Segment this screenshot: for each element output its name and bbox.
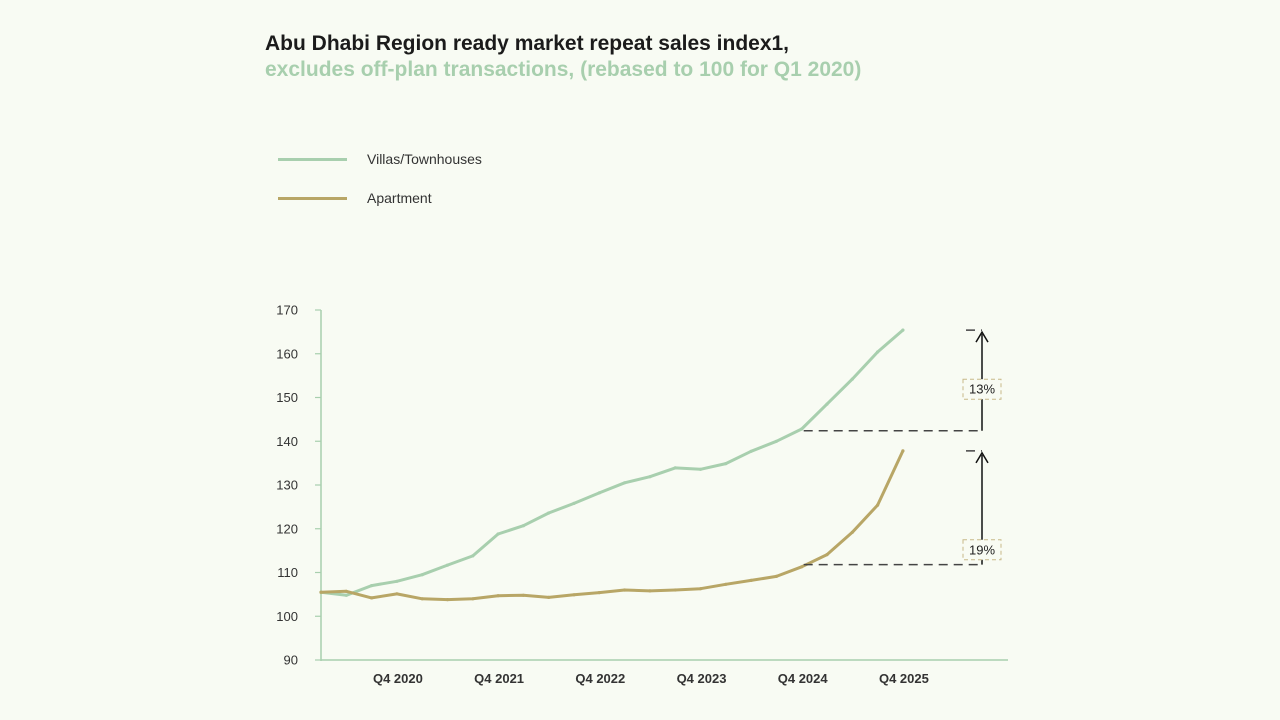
apartment-point-4 [420,597,424,601]
villas-point-3 [395,579,399,583]
y-tick-label-100: 100 [276,609,298,624]
villas-point-13 [648,475,652,479]
villas-point-12 [623,481,627,485]
apartment-point-12 [623,588,627,592]
x-tick-label-q4-2022: Q4 2022 [575,671,625,686]
apartment-point-13 [648,589,652,593]
apartment-point-0 [319,590,323,594]
apartment-growth-label: 19% [969,542,995,557]
apartment-point-19 [800,565,804,569]
apartment-point-5 [445,598,450,602]
apartment-point-10 [572,593,576,597]
x-tick-label-q4-2023: Q4 2023 [677,671,727,686]
legend-swatch-villas [278,157,347,161]
villas-point-23 [901,328,905,332]
x-tick-label-q4-2024: Q4 2024 [778,671,829,686]
apartment-point-8 [521,593,526,597]
y-tick-label-150: 150 [276,390,298,405]
apartment-point-20 [825,553,829,557]
villas-point-7 [496,532,500,536]
villas-point-8 [521,524,526,528]
legend-label-apartment: Apartment [367,190,432,206]
apartment-point-18 [774,574,779,579]
villas-line [319,328,905,597]
chart-title: Abu Dhabi Region ready market repeat sal… [265,32,790,55]
apartment-growth-arrow-head [975,451,989,464]
villas-point-21 [850,377,854,381]
apartment-point-1 [344,589,348,593]
legend-item-villas: Villas/Townhouses [278,148,482,170]
x-tick-label-q4-2020: Q4 2020 [373,671,423,686]
chart-legend: Villas/Townhouses Apartment [278,148,482,226]
y-tick-label-130: 130 [276,478,298,493]
apartment-point-3 [395,592,399,596]
villas-point-9 [547,511,551,515]
apartment-point-2 [370,596,374,600]
chart-title-block: Abu Dhabi Region ready market repeat sal… [265,31,861,83]
y-tick-label-140: 140 [276,434,298,449]
villas-point-6 [471,554,475,558]
villas-point-14 [673,466,677,470]
apartment-point-16 [724,582,728,586]
legend-label-villas: Villas/Townhouses [367,151,482,167]
villas-growth-label-box [962,378,1002,400]
villas-growth-arrow-head [975,330,989,343]
legend-swatch-apartment [278,196,347,200]
chart-subtitle: excludes off-plan transactions, (rebased… [265,58,862,81]
y-tick-label-90: 90 [284,653,298,668]
x-tick-label-q4-2021: Q4 2021 [474,671,524,686]
villas-point-17 [749,449,753,453]
x-tick-label-q4-2025: Q4 2025 [879,671,929,686]
apartment-point-9 [547,595,551,600]
y-tick-label-120: 120 [276,521,298,536]
villas-point-19 [800,427,804,431]
apartment-growth-label-box [962,539,1002,561]
villas-point-11 [597,491,601,495]
villas-point-20 [825,402,829,406]
apartment-point-17 [749,578,753,583]
villas-growth-label: 13% [969,382,995,397]
apartment-point-6 [471,597,475,601]
villas-point-15 [698,467,703,471]
apartment-point-22 [876,503,880,507]
apartment-point-11 [597,591,601,595]
villas-point-4 [420,573,424,577]
villas-point-22 [876,350,880,354]
villas-point-16 [724,462,728,466]
villas-point-5 [445,563,450,567]
villas-point-18 [774,439,779,443]
apartment-point-7 [496,594,500,598]
villas-point-1 [344,593,348,597]
apartment-point-14 [673,588,677,592]
apartment-point-23 [901,449,905,453]
villas-point-2 [370,584,374,588]
apartment-point-15 [698,587,703,591]
y-tick-label-160: 160 [276,346,298,361]
apartment-point-21 [850,530,854,534]
y-tick-label-170: 170 [276,303,298,318]
villas-point-10 [572,501,576,505]
legend-item-apartment: Apartment [278,187,482,209]
y-tick-label-110: 110 [277,565,298,580]
